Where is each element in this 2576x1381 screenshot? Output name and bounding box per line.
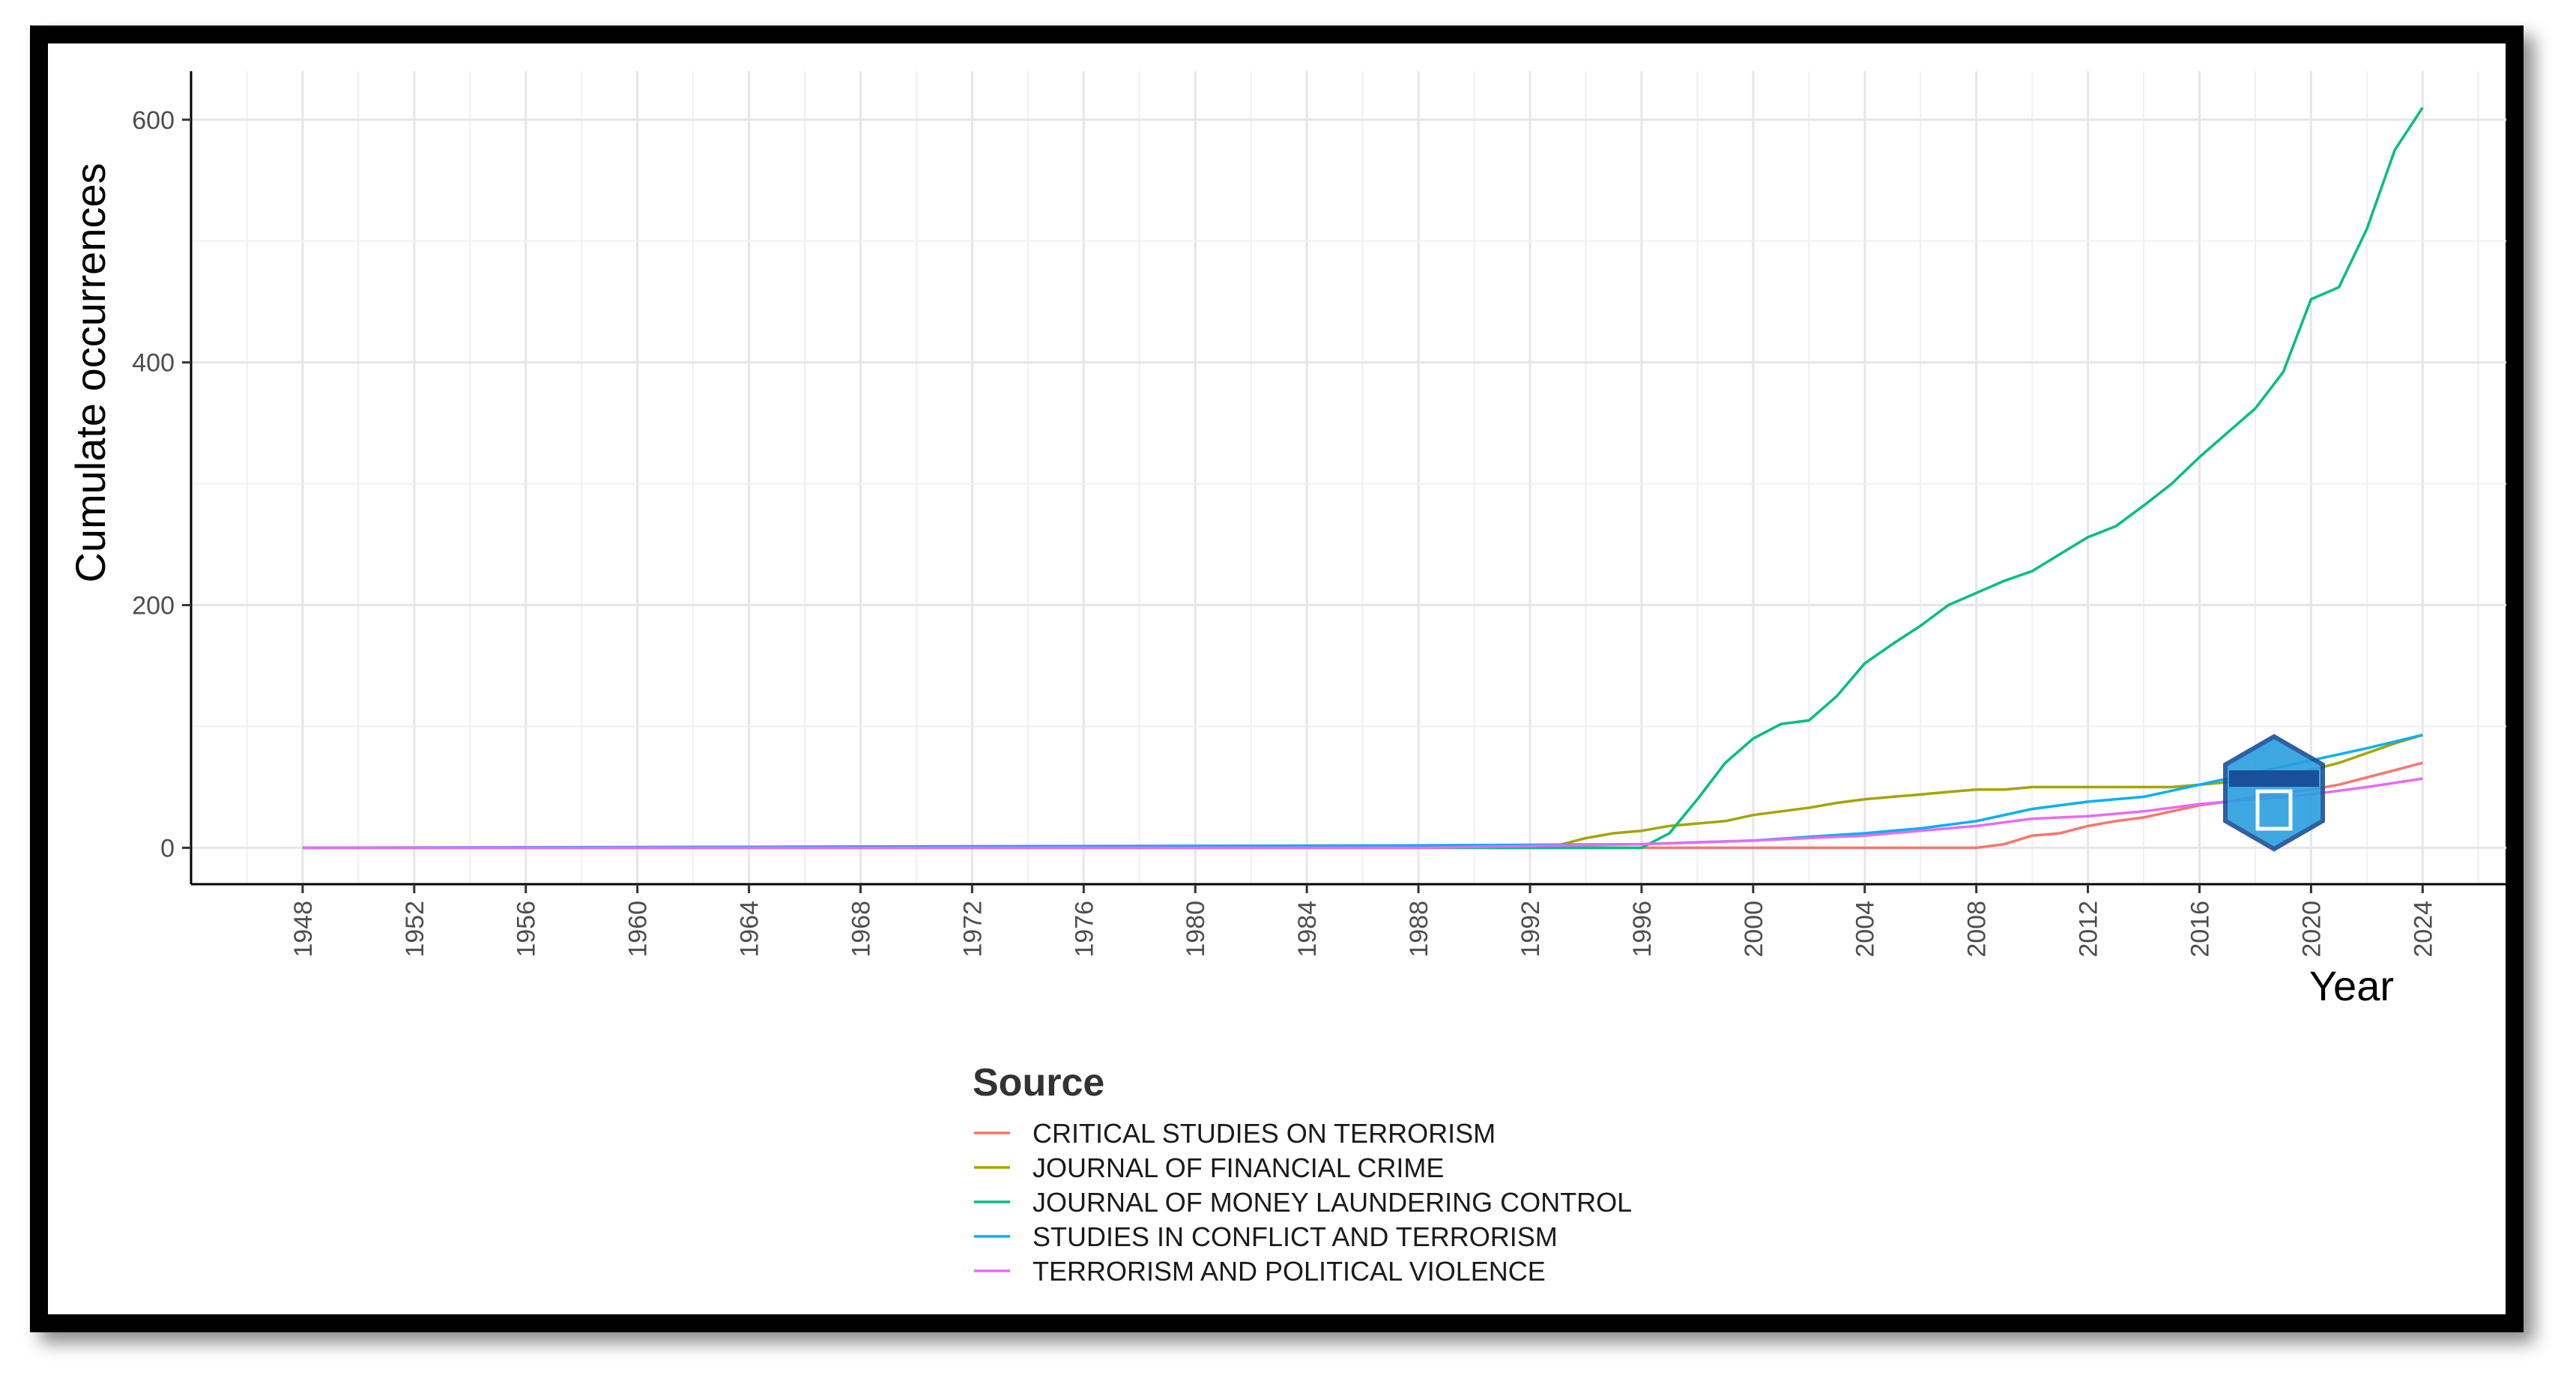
x-tick-label: 1960: [624, 901, 653, 958]
legend-label-2: JOURNAL OF FINANCIAL CRIME: [1032, 1152, 1444, 1183]
x-tick-label: 2004: [1851, 901, 1880, 958]
legend-label-5: TERRORISM AND POLITICAL VIOLENCE: [1032, 1256, 1546, 1287]
x-tick-label: 2008: [1963, 901, 1992, 958]
series-line-3: [302, 106, 2424, 850]
x-tick-label: 2012: [2075, 901, 2103, 958]
y-tick-label: 0: [160, 834, 175, 862]
x-tick-label: 1964: [736, 901, 764, 958]
x-tick-label: 1968: [847, 901, 875, 958]
legend-label-1: CRITICAL STUDIES ON TERRORISM: [1032, 1118, 1496, 1149]
x-tick-label: 1980: [1182, 901, 1210, 958]
x-tick-label: 1956: [513, 901, 541, 958]
axes: 0 200 400 600 1948 1952 1956 1960 1964 1968 1972 19…: [132, 71, 2506, 958]
x-tick-label: 1948: [289, 901, 318, 958]
y-tick-label: 600: [132, 106, 175, 135]
x-tick-label: 2024: [2409, 901, 2437, 958]
x-tick-label: 1952: [401, 901, 429, 958]
x-axis-title: Year: [2309, 962, 2394, 1009]
watermark-logo: [2223, 734, 2325, 852]
y-tick-label: 200: [132, 592, 175, 620]
chart-frame: [30, 25, 2524, 1332]
x-tick-label: 2000: [1740, 901, 1768, 958]
x-tick-label: 1988: [1405, 901, 1433, 958]
x-tick-label: 1992: [1517, 901, 1545, 958]
legend-label-4: STUDIES IN CONFLICT AND TERRORISM: [1032, 1221, 1558, 1252]
watermark-glyph: [2255, 789, 2293, 831]
legend-label-3: JOURNAL OF MONEY LAUNDERING CONTROL: [1032, 1187, 1632, 1218]
watermark-band: [2229, 770, 2319, 787]
legend: Source CRITICAL STUDIES ON TERRORISMJOUR…: [973, 1061, 1632, 1287]
legend-title: Source: [973, 1061, 1104, 1105]
x-tick-label: 1984: [1293, 901, 1322, 958]
grid: [191, 71, 2506, 884]
x-tick-label: 1972: [958, 901, 987, 958]
x-tick-label: 2020: [2297, 901, 2326, 958]
x-tick-label: 1996: [1628, 901, 1657, 958]
y-tick-label: 400: [132, 349, 175, 378]
x-tick-label: 1976: [1070, 901, 1098, 958]
y-axis-title: Cumulate occurrences: [67, 163, 114, 582]
x-tick-label: 2016: [2186, 901, 2214, 958]
